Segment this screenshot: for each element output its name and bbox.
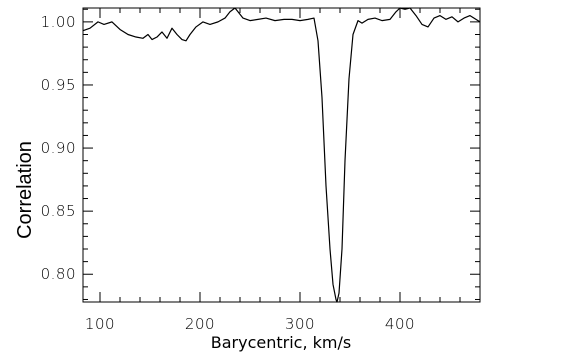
x-tick-label: 100 xyxy=(85,315,115,333)
y-tick-label: 0.90 xyxy=(41,139,76,157)
x-tick-label: 400 xyxy=(385,315,415,333)
x-tick-label: 200 xyxy=(185,315,215,333)
y-tick-label: 1.00 xyxy=(41,13,76,31)
x-axis-tick-labels: 100 200 300 400 xyxy=(85,315,415,333)
correlation-series-line xyxy=(82,7,481,303)
x-axis-ticks xyxy=(99,8,401,302)
x-tick-label: 300 xyxy=(285,315,315,333)
y-tick-label: 0.85 xyxy=(41,202,76,220)
y-tick-label: 0.95 xyxy=(41,76,76,94)
x-axis-title: Barycentric, km/s xyxy=(211,333,351,352)
y-axis-ticks xyxy=(83,21,480,275)
y-tick-label: 0.80 xyxy=(41,265,76,283)
y-minor-ticks xyxy=(83,8,480,300)
x-minor-ticks xyxy=(119,8,481,302)
y-axis-tick-labels: 0.80 0.85 0.90 0.95 1.00 xyxy=(41,13,76,283)
plot-frame xyxy=(82,7,481,303)
y-axis-title: Correlation xyxy=(14,141,36,239)
